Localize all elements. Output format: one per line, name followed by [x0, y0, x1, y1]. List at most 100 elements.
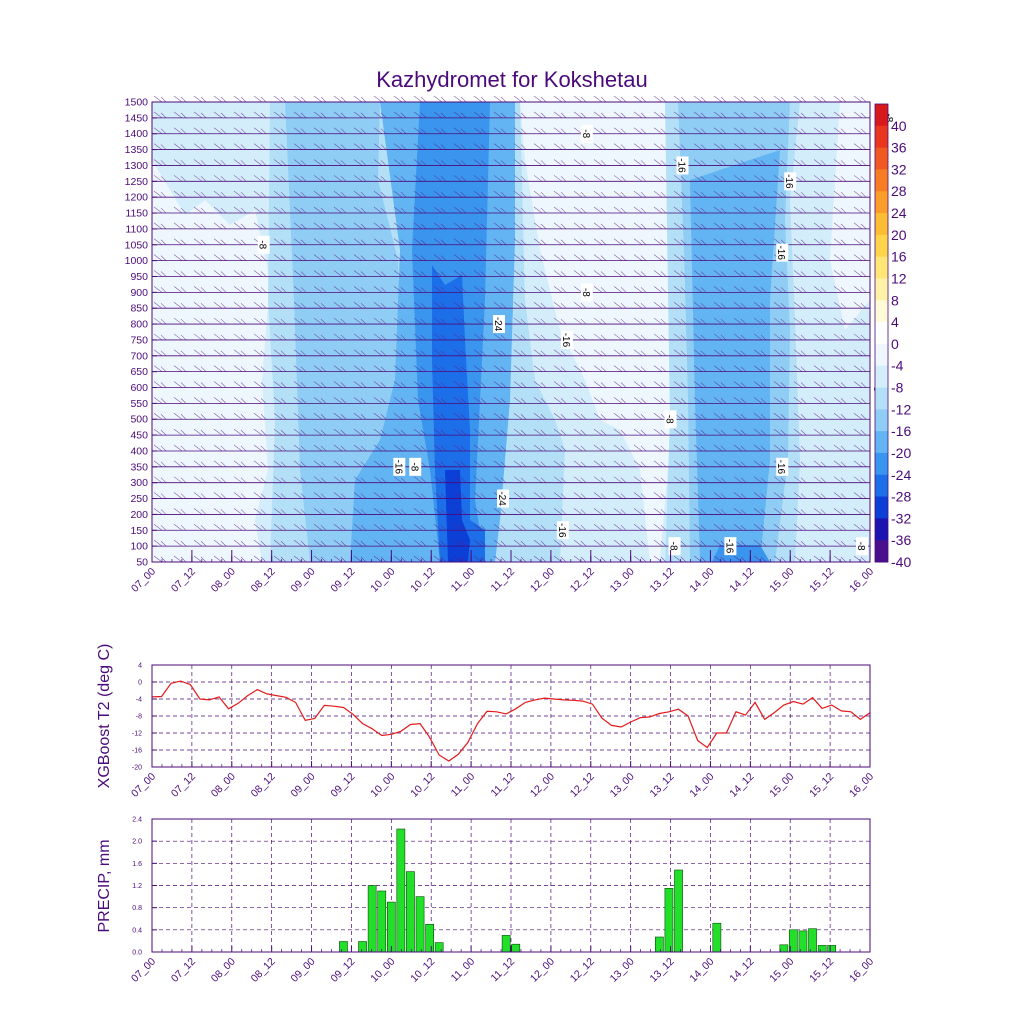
contour-label-box [497, 489, 510, 508]
colorbar-swatch [875, 278, 888, 301]
colorbar: 4036322824201612840-4-8-12-16-20-24-28-3… [874, 103, 911, 570]
contour-label-box [393, 457, 406, 476]
temperature-y-label: XGBoost T2 (deg C) [96, 644, 113, 789]
contour-label: -8 [664, 410, 677, 429]
contour-label-text: -8 [883, 113, 894, 122]
y-tick-label: 1050 [125, 239, 149, 251]
x-tick-label: 14_12 [727, 956, 756, 985]
colorbar-label: 8 [891, 292, 899, 308]
x-tick-label: 07_12 [169, 771, 198, 800]
colorbar-swatch [875, 474, 888, 498]
precip-panel: 2.4 2.0 1.6 1.2 0.8 0.4 0.0 07_00 07_12 08_00 08_… [96, 817, 876, 985]
y-tick-label: 900 [130, 287, 148, 299]
y-tick-label: 1200 [125, 192, 149, 204]
contour-label-box [560, 330, 573, 349]
y-tick-label: 1400 [125, 128, 149, 140]
x-tick-label: 09_00 [289, 956, 318, 985]
y-tick-label: -16 [132, 748, 142, 755]
colorbar-swatch [875, 496, 888, 519]
pressure-axis: 1500 1450 1400 1350 1300 1250 1200 1150 1100 1050… [125, 97, 157, 569]
colorbar-swatch [875, 343, 888, 367]
shade-warm-mid [520, 102, 672, 562]
x-tick-label: 14_12 [727, 771, 756, 800]
precip-bar [654, 936, 664, 953]
contour-label-text: -8 [664, 415, 675, 424]
x-tick-label: 13_00 [608, 566, 637, 595]
precip-y-label: PRECIP, mm [96, 839, 113, 932]
x-tick-label: 10_12 [408, 956, 437, 985]
colorbar-swatch [875, 322, 888, 345]
contour-label-text: -8 [580, 129, 591, 138]
y-tick-label: 1.2 [132, 883, 142, 890]
y-tick-label: 4 [138, 663, 142, 670]
x-tick-label: 15_12 [807, 771, 836, 800]
colorbar-label: -40 [891, 554, 911, 570]
y-tick-label: 0.0 [132, 950, 142, 957]
precip-bars [339, 828, 836, 953]
x-tick-label: 15_12 [807, 566, 836, 595]
x-tick-label: 16_00 [847, 566, 876, 595]
y-tick-label: 600 [130, 382, 148, 394]
x-tick-label: 15_00 [767, 956, 796, 985]
precip-grid [152, 819, 870, 952]
colorbar-label: -24 [891, 467, 911, 483]
y-tick-label: 700 [130, 350, 148, 362]
x-tick-label: 11_12 [489, 956, 518, 985]
y-tick-label: 1150 [125, 208, 148, 220]
colorbar-label: 28 [891, 183, 907, 199]
y-tick-label: 200 [130, 509, 148, 521]
contour-label: -8 [580, 124, 593, 143]
contour-label: -8 [668, 537, 681, 556]
x-tick-label: 08_00 [209, 566, 238, 595]
y-tick-label: 1.6 [132, 861, 142, 868]
contour-label: -16 [560, 330, 573, 349]
precip-bar [425, 923, 435, 953]
x-tick-label: 09_12 [328, 956, 357, 985]
colorbar-swatch [875, 452, 888, 476]
y-tick-label: 50 [136, 557, 148, 569]
contour-label-box [776, 457, 789, 476]
colorbar-swatch [875, 213, 888, 236]
precip-bar [779, 944, 789, 953]
x-tick-label: 10_12 [408, 566, 437, 595]
x-tick-label: 10_12 [408, 771, 437, 800]
x-tick-label: 13_12 [648, 566, 677, 595]
x-tick-label: 15_00 [767, 566, 796, 595]
precip-bar [817, 945, 827, 953]
colorbar-swatch [875, 191, 888, 214]
temperature-shading [152, 102, 870, 562]
contour-label: -8 [257, 235, 270, 254]
y-tick-label: 0.8 [132, 905, 142, 912]
chart-title: Kazhydromet for Kokshetau [376, 67, 647, 92]
colorbar-label: -12 [891, 401, 911, 417]
y-tick-label: 2.4 [132, 817, 142, 824]
contour-label: -8 [855, 537, 869, 556]
colorbar-swatch [875, 409, 888, 432]
x-tick-label: 12_00 [528, 956, 557, 985]
contour-label: -16 [723, 537, 737, 556]
contour-label-box [257, 235, 270, 254]
y-tick-label: 1500 [125, 97, 149, 109]
contour-label: -16 [676, 156, 689, 175]
colorbar-swatch [875, 104, 888, 127]
y-tick-label: 450 [130, 430, 148, 442]
x-tick-label: 14_00 [687, 566, 716, 595]
temperature-series-line [151, 680, 871, 762]
precip-bar [358, 941, 367, 953]
contour-label-text: -24 [492, 317, 503, 332]
colorbar-label: -36 [891, 532, 911, 548]
y-tick-label: 150 [130, 525, 148, 537]
x-tick-label: 09_12 [328, 566, 357, 595]
precip-bar [808, 928, 817, 953]
contour-label-box [856, 537, 869, 556]
y-tick-label: 800 [130, 319, 148, 331]
y-tick-label: 300 [130, 477, 148, 489]
x-tick-label: 12_12 [568, 956, 597, 985]
contour-label-box [668, 537, 681, 556]
contour-label: -16 [783, 172, 797, 191]
contour-label: -16 [392, 457, 406, 476]
precip-bar [386, 901, 396, 953]
x-tick-label: 16_00 [847, 771, 876, 800]
x-tick-label: 11_00 [449, 956, 478, 985]
precip-bar [367, 885, 377, 953]
